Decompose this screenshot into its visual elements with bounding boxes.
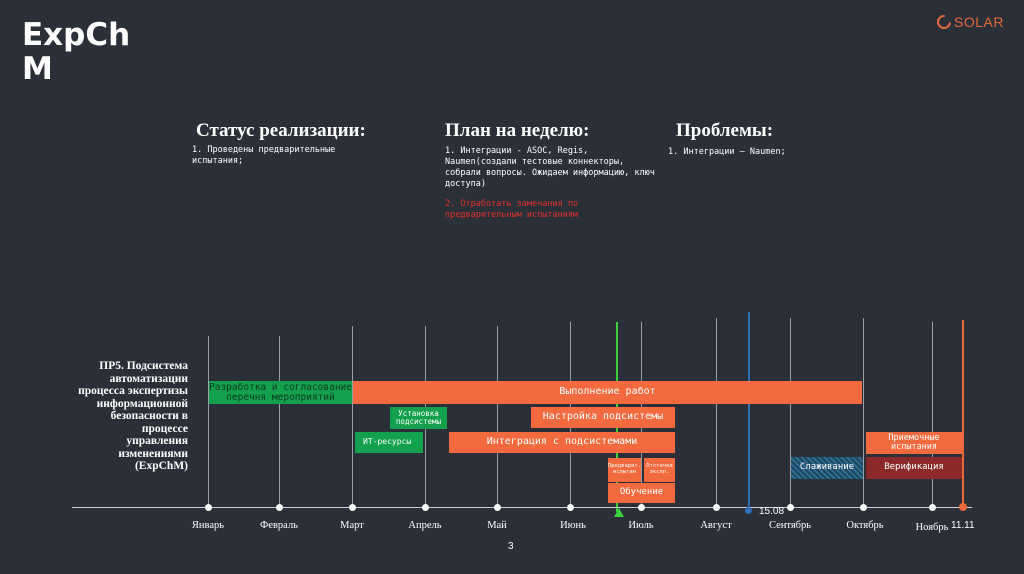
month-dot bbox=[566, 504, 574, 511]
month-label: Март bbox=[340, 520, 364, 531]
month-label: Сентябрь bbox=[768, 520, 812, 531]
month-dot bbox=[712, 504, 720, 511]
month-label: Август bbox=[700, 520, 732, 531]
month-label: Май bbox=[487, 520, 507, 531]
month-label: Ноябрь bbox=[915, 522, 949, 533]
bar-integraciya: Интеграция с подсистемами bbox=[449, 432, 675, 453]
bar-otladka: Отстачка экспл. bbox=[644, 458, 675, 482]
bar-it-resursy: ИТ-ресурсы bbox=[355, 432, 423, 453]
solar-logo: SOLAR bbox=[934, 12, 1004, 32]
bar-ustanovka: Установка подсистемы bbox=[390, 407, 447, 429]
month-dot bbox=[859, 504, 867, 511]
month-dot bbox=[928, 504, 936, 511]
milestone-line-blue bbox=[748, 312, 750, 510]
month-label: Июль bbox=[628, 520, 654, 531]
month-label: Январь bbox=[191, 520, 225, 531]
month-dot bbox=[637, 504, 645, 511]
plan-heading: План на неделю: bbox=[445, 120, 590, 141]
month-dot bbox=[421, 504, 429, 511]
current-date-triangle-icon bbox=[614, 508, 624, 517]
bar-priemochnye: Приемочные испытания bbox=[866, 432, 962, 454]
month-gridline bbox=[208, 336, 209, 507]
page-number: 3 bbox=[508, 541, 514, 552]
timeline-axis bbox=[72, 507, 972, 508]
project-label: ПР5. Подсистема автоматизации процесса э… bbox=[78, 360, 188, 472]
month-gridline bbox=[716, 318, 717, 507]
month-gridline bbox=[863, 318, 864, 507]
status-heading: Статус реализации: bbox=[196, 120, 366, 141]
month-label: Июнь bbox=[560, 520, 586, 531]
orange-milestone-dot bbox=[959, 503, 967, 511]
month-gridline bbox=[352, 326, 353, 507]
blue-milestone-date: 15.08 bbox=[759, 506, 785, 517]
status-item-1: 1. Проведены предварительные испытания; bbox=[192, 145, 336, 166]
bar-vypolnenie: Выполнение работ bbox=[353, 381, 862, 404]
bar-slazhivanie: Слаживание bbox=[791, 457, 863, 479]
month-gridline bbox=[279, 336, 280, 507]
month-gridline bbox=[497, 326, 498, 507]
bar-razrabotka: Разработка и согласование перечня меропр… bbox=[209, 381, 352, 404]
page-title: ExpChM bbox=[22, 17, 131, 87]
bar-predvar: Предварит. испытан bbox=[608, 458, 641, 482]
month-gridline bbox=[790, 318, 791, 507]
month-label: Октябрь bbox=[846, 520, 884, 531]
logo-ring-icon bbox=[934, 12, 954, 32]
problems-heading: Проблемы: bbox=[676, 120, 774, 141]
bar-nastroyka: Настройка подсистемы bbox=[531, 407, 675, 428]
bar-verifikaciya: Верификация bbox=[866, 457, 962, 479]
month-dot bbox=[204, 504, 212, 511]
month-dot bbox=[786, 504, 794, 511]
month-dot bbox=[275, 504, 283, 511]
month-gridline bbox=[932, 322, 933, 507]
plan-item-1: 1. Интеграции - ASOC, Regis, Naumen(созд… bbox=[445, 146, 655, 189]
month-dot bbox=[493, 504, 501, 511]
bar-obuchenie: Обучение bbox=[608, 483, 675, 503]
month-dot bbox=[348, 504, 356, 511]
month-label: Апрель bbox=[408, 520, 442, 531]
plan-item-2: 2. Отработать замечания по предварительн… bbox=[445, 199, 579, 220]
orange-milestone-date: 11.11 bbox=[951, 520, 975, 531]
logo-text: SOLAR bbox=[954, 14, 1004, 30]
milestone-line-orange bbox=[962, 320, 964, 510]
month-label: Февраль bbox=[260, 520, 298, 531]
problems-item-1: 1. Интеграции – Naumen; bbox=[668, 147, 786, 157]
blue-milestone-dot bbox=[745, 507, 752, 514]
